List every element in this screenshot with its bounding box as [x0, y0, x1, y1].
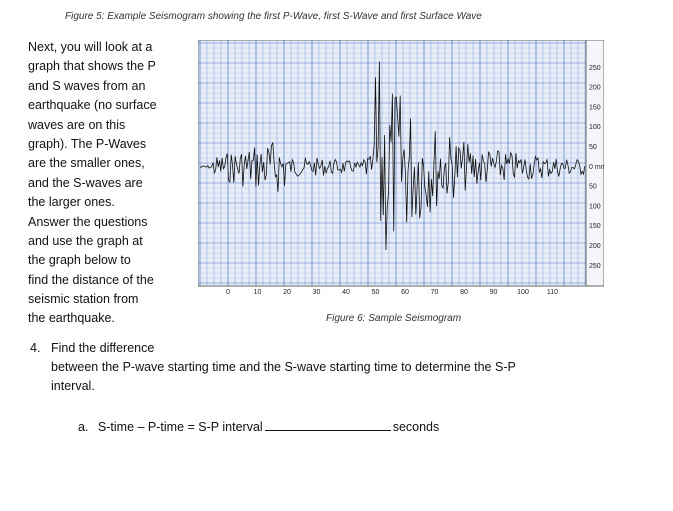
y-axis-label: 200 [589, 243, 601, 250]
intro-line: the earthquake. [28, 311, 115, 326]
intro-text: Next, you will look at a graph that shows… [28, 38, 157, 329]
y-axis-label: 50 [589, 184, 597, 191]
x-axis-label: 110 [547, 289, 558, 296]
item-text: S-time – P-time = S-P interval [97, 420, 263, 434]
x-axis-label: 0 [226, 289, 230, 296]
intro-line: waves are on this [28, 117, 126, 132]
intro-line: graph that shows the P [28, 59, 156, 74]
question-line: Find the difference [51, 341, 155, 355]
y-axis-label: 50 [589, 144, 597, 151]
seismogram-image: 0 10 20 30 40 50 60 70 80 90 100 110 250 200 150 100 50 0… [198, 40, 604, 296]
y-axis-label: 100 [589, 124, 601, 131]
y-axis-label: 0 mm [589, 164, 604, 171]
item-label: a. [78, 420, 89, 434]
intro-line: the graph below to [28, 253, 131, 268]
x-axis-label: 30 [313, 289, 321, 296]
intro-line: and the S-waves are [28, 175, 143, 190]
x-axis-label: 50 [372, 289, 380, 296]
x-axis-label: 20 [283, 289, 291, 296]
x-axis-label: 100 [517, 289, 529, 296]
y-axis-label: 150 [589, 104, 601, 111]
intro-line: Next, you will look at a [28, 40, 153, 54]
figure-caption: Figure 6: Sample Seismogram [326, 313, 462, 324]
intro-line: graph). The P-Waves [28, 136, 147, 151]
intro-line: seismic station from [28, 292, 139, 307]
intro-line: the larger ones. [28, 195, 115, 210]
intro-line: find the distance of the [28, 272, 154, 287]
x-axis-label: 40 [342, 289, 350, 296]
figure-caption: Figure 5: Example Seismogram showing the… [65, 11, 482, 22]
intro-line: Answer the questions [28, 214, 148, 229]
waveform [199, 61, 586, 251]
scale-strip [585, 40, 604, 287]
x-axis-label: 60 [401, 289, 409, 296]
x-axis-label: 80 [460, 289, 468, 296]
question-line: interval. [51, 379, 95, 393]
item: a. S-time – P-time = S-P interval seconds [78, 418, 439, 434]
question-number: 4. [30, 341, 41, 355]
answer-blank[interactable] [264, 418, 391, 431]
intro-line: and S waves from an [28, 78, 146, 93]
intro-line: and use the graph at [28, 233, 143, 248]
intro-line: earthquake (no surface [28, 98, 157, 113]
y-axis-label: 250 [589, 263, 601, 270]
item-unit: seconds [392, 420, 440, 434]
y-axis-label: 100 [589, 203, 601, 210]
question-line: between the P-wave starting time and the… [51, 360, 516, 374]
x-axis-label: 70 [431, 289, 439, 296]
y-axis-label: 200 [589, 85, 601, 92]
y-axis-label: 250 [589, 65, 601, 72]
intro-line: are the smaller ones, [28, 156, 145, 171]
grid [198, 40, 586, 286]
y-axis-label: 150 [589, 223, 601, 230]
x-axis-label: 90 [490, 289, 498, 296]
x-axis-label: 10 [254, 289, 262, 296]
